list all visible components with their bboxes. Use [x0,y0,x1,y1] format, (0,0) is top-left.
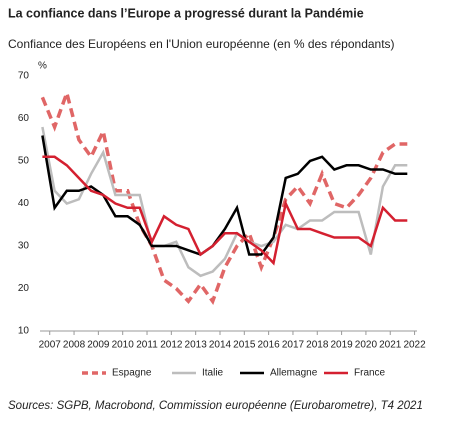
chart-subtitle: Confiance des Européens en l'Union europ… [8,37,395,51]
x-tick-label: 2019 [330,340,353,351]
legend-label: France [354,368,386,379]
series-line [41,126,408,278]
x-tick-label: 2015 [233,340,256,351]
x-tick-label: 2011 [136,340,158,351]
chart-title: La confiance dans l’Europe a progressé d… [8,6,364,20]
series-line [42,155,408,266]
legend-label: Italie [202,368,224,379]
y-tick-label: 30 [18,241,30,252]
x-tick-label: 2007 [39,340,62,351]
y-tick-label: 70 [18,71,30,82]
y-tick-label: 60 [18,113,30,124]
y-tick-label: 50 [18,156,30,167]
x-tick-label: 2020 [355,340,378,351]
y-tick-label: 10 [18,326,30,337]
y-tick-label: 40 [18,198,30,209]
legend-label: Espagne [112,368,152,379]
x-tick-label: 2009 [87,340,110,351]
x-tick-label: 2018 [306,340,329,351]
x-tick-label: 2022 [403,340,426,351]
x-tick-label: 2014 [209,340,232,351]
y-tick-label: 20 [18,283,30,294]
x-tick-label: 2016 [258,340,281,351]
x-tick-label: 2017 [282,340,305,351]
x-tick-label: 2008 [63,340,86,351]
legend-label: Allemagne [270,368,318,379]
x-tick-label: 2013 [185,340,208,351]
source: Sources: SGPB, Macrobond, Commission eur… [8,400,423,412]
x-tick-label: 2012 [160,340,183,351]
x-tick-label: 2010 [112,340,135,351]
y-unit: % [38,61,47,72]
series-line [40,87,408,306]
x-tick-label: 2021 [379,340,402,351]
